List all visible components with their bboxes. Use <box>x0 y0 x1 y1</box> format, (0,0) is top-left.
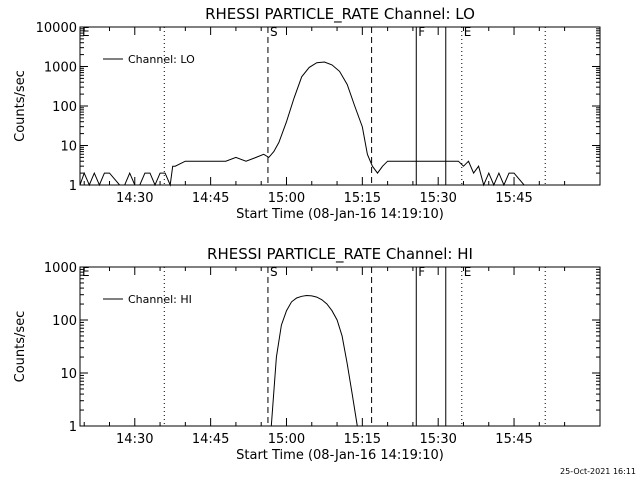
y-tick-label: 1000 <box>44 261 77 276</box>
plot-frame <box>79 266 601 427</box>
y-tick-label: 1 <box>69 179 77 194</box>
x-tick-label: 15:45 <box>495 191 532 206</box>
annotation-label: E <box>82 265 90 279</box>
y-tick-label: 1 <box>69 420 77 435</box>
x-tick-label: 15:00 <box>268 191 305 206</box>
x-tick-label: 15:15 <box>344 432 381 447</box>
legend-label: Channel: LO <box>128 53 195 66</box>
y-tick-label: 10 <box>60 367 77 382</box>
panel-lo: RHESSI PARTICLE_RATE Channel: LO 14:30 14:… <box>13 5 601 222</box>
x-tick-label: 14:30 <box>116 191 153 206</box>
x-tick-label: 15:00 <box>268 432 305 447</box>
y-tick-label: 100 <box>52 314 77 329</box>
plot-timestamp: 25-Oct-2021 16:11 <box>560 467 636 476</box>
annotation-label: S <box>270 25 278 39</box>
legend-label: Channel: HI <box>128 293 192 306</box>
y-tick-label: 10 <box>60 140 77 155</box>
y-tick-label: 1000 <box>44 61 77 76</box>
annotation-label: F <box>418 25 425 39</box>
panel-hi: RHESSI PARTICLE_RATE Channel: HI 14:30 14:… <box>13 245 601 463</box>
annotation-label: S <box>270 265 278 279</box>
chart-title: RHESSI PARTICLE_RATE Channel: LO <box>205 5 475 24</box>
x-axis-label: Start Time (08-Jan-16 14:19:10) <box>236 448 444 463</box>
x-axis-label: Start Time (08-Jan-16 14:19:10) <box>236 207 444 222</box>
plot-frame <box>79 26 601 186</box>
annotation-label: F <box>418 265 425 279</box>
y-axis-label: Counts/sec <box>13 311 28 383</box>
x-tick-label: 15:15 <box>344 191 381 206</box>
y-axis-label: Counts/sec <box>13 70 28 142</box>
x-tick-label: 15:45 <box>495 432 532 447</box>
series-line <box>270 294 358 427</box>
annotation-label: E <box>464 265 472 279</box>
x-tick-label: 15:30 <box>419 432 456 447</box>
x-tick-label: 14:45 <box>192 191 229 206</box>
x-tick-label: 14:30 <box>116 432 153 447</box>
chart-title: RHESSI PARTICLE_RATE Channel: HI <box>207 245 473 264</box>
x-tick-label: 15:30 <box>419 191 456 206</box>
x-tick-label: 14:45 <box>192 432 229 447</box>
annotation-label: E <box>82 25 90 39</box>
annotation-label: E <box>464 25 472 39</box>
y-tick-label: 100 <box>52 100 77 115</box>
series-line <box>79 61 595 187</box>
y-tick-label: 10000 <box>36 21 77 36</box>
